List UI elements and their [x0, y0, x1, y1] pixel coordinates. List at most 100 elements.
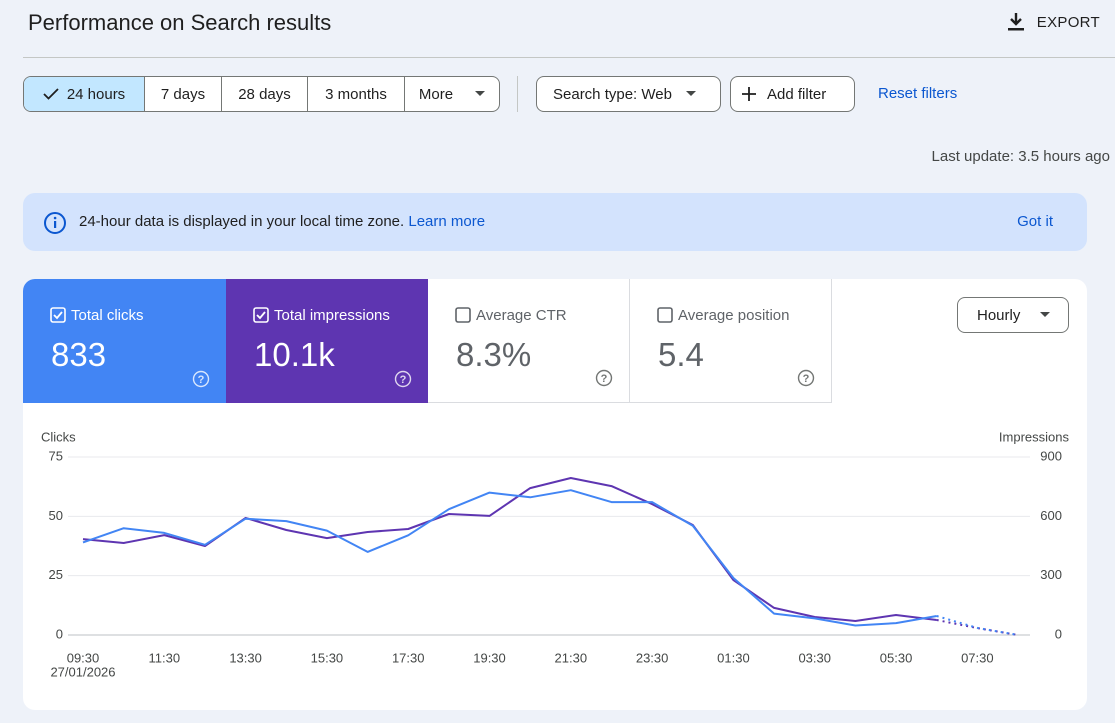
- caret-icon: [685, 91, 696, 96]
- banner-text: 24-hour data is displayed in your local …: [79, 213, 405, 230]
- help-mark: ?: [198, 374, 205, 386]
- series-line-projected: [936, 615, 1019, 636]
- metric-checkbox: [253, 307, 269, 323]
- metric-label: Average position: [678, 307, 790, 324]
- date-range-label: More: [418, 85, 454, 103]
- divider: [23, 57, 1115, 58]
- help-circle: [595, 369, 613, 387]
- x-tick-label: 03:30: [798, 650, 831, 665]
- x-tick-label: 05:30: [880, 650, 913, 665]
- info-icon: [44, 212, 66, 234]
- add-filter-button[interactable]: Add filter: [730, 76, 855, 112]
- help-icon: ?: [192, 370, 210, 388]
- page-title: Performance on Search results: [28, 10, 332, 35]
- metric-checkbox: [50, 307, 66, 323]
- y2-tick-label: 900: [1040, 448, 1062, 463]
- export-button[interactable]: EXPORT: [1007, 12, 1100, 32]
- metric-label: Average CTR: [476, 307, 567, 324]
- metric-checkbox: [657, 307, 673, 323]
- check-path: [43, 88, 59, 100]
- x-tick-label: 13:30: [229, 650, 262, 665]
- metric-tile[interactable]: Total impressions 10.1k?: [226, 279, 428, 403]
- learn-more-link[interactable]: Learn more: [408, 213, 486, 230]
- metric-value: 5.4: [658, 336, 704, 373]
- help-circle: [192, 370, 210, 388]
- metric-value: 8.3%: [456, 336, 532, 373]
- checkbox-tick: [53, 311, 63, 320]
- caret-icon: [1040, 312, 1051, 317]
- metric-tile[interactable]: Average position 5.4?: [630, 279, 832, 403]
- date-range-button[interactable]: 7 days: [144, 77, 221, 111]
- metric-tile[interactable]: Average CTR 8.3%?: [428, 279, 630, 403]
- download-icon: [1007, 13, 1024, 31]
- help-mark: ?: [803, 373, 810, 385]
- metric-label: Total impressions: [274, 307, 390, 324]
- x-tick-label: 01:30: [717, 650, 750, 665]
- y2-axis-title: Impressions: [999, 429, 1070, 444]
- y2-tick-label: 0: [1055, 626, 1062, 641]
- checkbox-box: [455, 307, 471, 323]
- help-mark: ?: [400, 374, 407, 386]
- add-filter-label: Add filter: [767, 85, 827, 103]
- separator: [517, 76, 518, 112]
- date-range-button[interactable]: 24 hours: [24, 77, 144, 111]
- checkbox-box: [50, 307, 66, 323]
- granularity-label: Hourly: [977, 306, 1021, 324]
- date-range-label: 28 days: [238, 85, 291, 103]
- date-range-label: 3 months: [325, 85, 387, 103]
- check-icon: [43, 88, 59, 100]
- y-axis-title: Clicks: [41, 429, 76, 444]
- series-line-projected: [936, 619, 1019, 636]
- help-circle: [797, 369, 815, 387]
- metric-value: 10.1k: [254, 336, 335, 373]
- metric-tile[interactable]: Total clicks 833?: [23, 279, 226, 403]
- x-tick-label: 09:30: [67, 650, 100, 665]
- y-tick-label: 50: [49, 508, 63, 523]
- help-mark: ?: [601, 373, 608, 385]
- x-tick-label: 23:30: [636, 650, 669, 665]
- metric-label: Total clicks: [71, 307, 144, 324]
- help-icon: ?: [797, 369, 815, 387]
- reset-filters-link[interactable]: Reset filters: [878, 85, 958, 102]
- x-tick-label: 07:30: [961, 650, 994, 665]
- x-tick-label: 19:30: [473, 650, 506, 665]
- got-it-button[interactable]: Got it: [1017, 213, 1053, 230]
- metric-checkbox: [455, 307, 471, 323]
- caret-icon: [475, 91, 486, 96]
- search-type-label: Search type: Web: [553, 85, 672, 103]
- help-icon: ?: [595, 369, 613, 387]
- plus-icon: [742, 87, 756, 101]
- banner-text-wrap: 24-hour data is displayed in your local …: [79, 213, 485, 230]
- performance-card: Total clicks 833? Total impressions 10.1k? A…: [23, 279, 1087, 710]
- help-circle: [394, 370, 412, 388]
- y2-tick-label: 300: [1040, 567, 1062, 582]
- date-range-button[interactable]: 3 months: [307, 77, 404, 111]
- date-range-label: 7 days: [160, 85, 206, 103]
- help-icon: ?: [394, 370, 412, 388]
- date-range-button[interactable]: 28 days: [221, 77, 307, 111]
- caret-path: [475, 91, 486, 96]
- x-date-label: 27/01/2026: [50, 664, 115, 679]
- x-tick-label: 11:30: [149, 650, 181, 665]
- y2-tick-label: 600: [1040, 508, 1062, 523]
- last-update: Last update: 3.5 hours ago: [931, 148, 1110, 165]
- date-range-button[interactable]: More: [404, 77, 499, 111]
- date-range-group: 24 hours 7 days 28 days 3 months More: [23, 76, 500, 112]
- series-line: [82, 477, 937, 622]
- metric-value: 833: [51, 336, 107, 373]
- date-range-label: 24 hours: [66, 85, 126, 103]
- x-tick-label: 17:30: [392, 650, 425, 665]
- checkbox-tick: [256, 311, 266, 320]
- granularity-dropdown[interactable]: Hourly: [957, 297, 1069, 333]
- y-tick-label: 75: [49, 448, 63, 463]
- info-banner: 24-hour data is displayed in your local …: [23, 193, 1087, 251]
- checkbox-box: [253, 307, 269, 323]
- search-type-button[interactable]: Search type: Web: [536, 76, 721, 112]
- x-tick-label: 15:30: [311, 650, 344, 665]
- x-tick-label: 21:30: [555, 650, 588, 665]
- series-line: [82, 489, 937, 627]
- y-tick-label: 0: [56, 626, 63, 641]
- checkbox-box: [657, 307, 673, 323]
